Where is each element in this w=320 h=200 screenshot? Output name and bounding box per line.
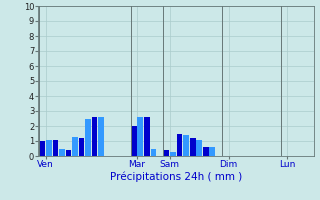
Bar bbox=[98, 117, 104, 156]
X-axis label: Précipitations 24h ( mm ): Précipitations 24h ( mm ) bbox=[110, 172, 242, 182]
Bar bbox=[131, 126, 137, 156]
Bar bbox=[92, 117, 98, 156]
Bar bbox=[190, 138, 196, 156]
Bar bbox=[144, 117, 150, 156]
Bar bbox=[85, 118, 91, 156]
Bar bbox=[138, 117, 143, 156]
Bar bbox=[59, 148, 65, 156]
Bar bbox=[203, 147, 209, 156]
Bar bbox=[177, 134, 182, 156]
Bar bbox=[52, 140, 58, 156]
Bar bbox=[79, 138, 84, 156]
Bar bbox=[39, 141, 45, 156]
Bar bbox=[46, 140, 52, 156]
Bar bbox=[151, 148, 156, 156]
Bar bbox=[72, 137, 78, 156]
Bar bbox=[209, 147, 215, 156]
Bar bbox=[164, 150, 169, 156]
Bar bbox=[66, 150, 71, 156]
Bar bbox=[183, 135, 189, 156]
Bar bbox=[196, 140, 202, 156]
Bar bbox=[170, 152, 176, 156]
